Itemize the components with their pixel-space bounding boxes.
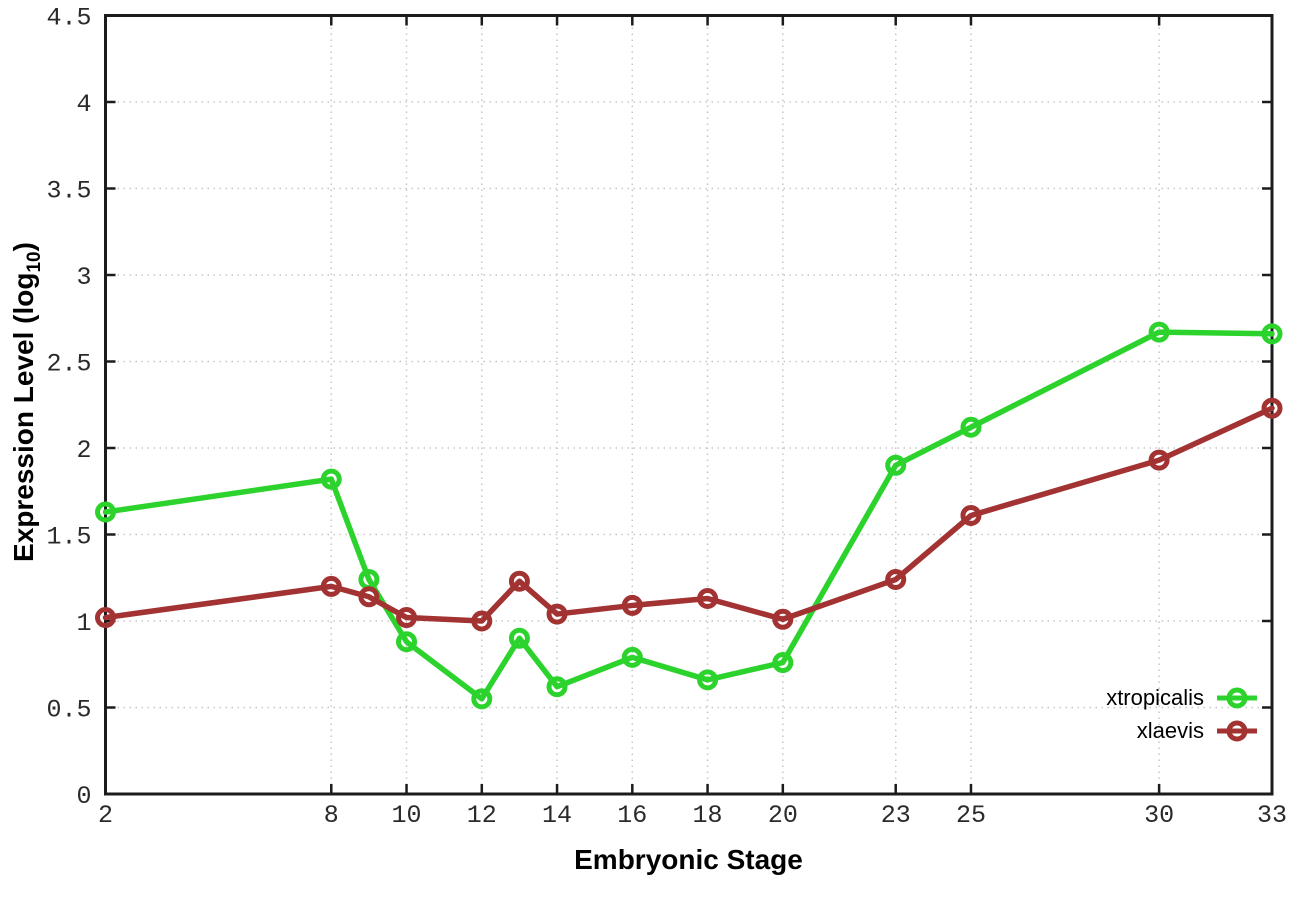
x-tick-label: 8 — [324, 801, 339, 830]
y-tick-label: 1 — [76, 609, 91, 638]
y-axis-title-subscript: 10 — [23, 251, 45, 273]
data-point-marker — [95, 501, 116, 523]
x-tick-label: 20 — [768, 801, 798, 830]
y-tick-label: 0 — [76, 782, 91, 811]
series-line — [102, 405, 1275, 624]
data-point-marker — [885, 568, 907, 590]
data-point-marker — [960, 416, 982, 438]
data-point-marker — [471, 610, 493, 632]
y-axis-title: Expression Level (log10) — [8, 242, 46, 562]
y-tick-label: 3.5 — [46, 176, 91, 205]
y-tick-label: 4 — [76, 90, 91, 119]
data-point-marker — [396, 631, 418, 653]
data-point-marker — [1148, 449, 1170, 471]
data-point-marker — [621, 594, 643, 616]
y-tick-label: 2.5 — [46, 349, 91, 378]
legend-item-xtropicalis: xtropicalis — [1106, 684, 1258, 712]
data-point-marker — [508, 570, 530, 592]
data-point-marker — [885, 454, 907, 476]
x-tick-label: 25 — [956, 801, 986, 830]
y-axis-title-text: Expression Level (log — [8, 272, 40, 562]
grid-lines — [104, 14, 1273, 795]
legend-label-xlaevis: xlaevis — [1136, 718, 1204, 743]
y-tick-label: 0.5 — [46, 695, 91, 724]
data-point-marker — [508, 627, 530, 649]
data-point-marker — [358, 586, 380, 608]
data-point-marker — [546, 603, 568, 625]
legend: xtropicalis xlaevis — [1106, 684, 1258, 745]
data-point-marker — [1261, 397, 1283, 419]
x-tick-label: 14 — [542, 801, 572, 830]
data-point-marker — [396, 607, 418, 629]
y-tick-label: 3 — [76, 263, 91, 292]
y-tick-labels: 0 0.5 1 1.5 2 2.5 3 3.5 4 4.5 — [46, 3, 91, 811]
axis-ticks — [104, 14, 1274, 796]
data-point-marker — [471, 688, 493, 710]
y-axis-title-suffix: ) — [8, 242, 40, 252]
x-tick-label: 2 — [98, 801, 113, 830]
data-point-marker — [772, 652, 794, 674]
data-point-marker — [697, 588, 719, 610]
legend-sample-line-icon — [1217, 687, 1257, 709]
plot-border — [104, 14, 1274, 796]
y-tick-label: 1.5 — [46, 522, 91, 551]
data-point-marker — [320, 575, 342, 597]
data-point-marker — [1261, 323, 1283, 345]
data-point-marker — [621, 646, 643, 668]
x-tick-label: 18 — [693, 801, 723, 830]
y-tick-label: 4.5 — [46, 3, 91, 32]
data-point-marker — [546, 676, 568, 698]
x-tick-label: 23 — [881, 801, 911, 830]
y-tick-label: 2 — [76, 436, 91, 465]
legend-item-xlaevis: xlaevis — [1137, 717, 1258, 745]
series-xlaevis — [95, 397, 1283, 632]
data-point-marker — [772, 608, 794, 630]
data-point-marker — [697, 669, 719, 691]
legend-label-xtropicalis: xtropicalis — [1106, 685, 1204, 710]
x-tick-label: 30 — [1144, 801, 1174, 830]
x-tick-label: 16 — [617, 801, 647, 830]
x-tick-label: 33 — [1257, 801, 1287, 830]
data-point-marker — [95, 607, 116, 629]
series-xtropicalis — [95, 321, 1283, 710]
legend-sample-line-icon — [1217, 720, 1257, 742]
x-tick-labels: 2 8 10 12 14 16 18 20 23 25 30 33 — [98, 801, 1287, 830]
x-axis-title: Embryonic Stage — [574, 844, 803, 875]
data-point-marker — [320, 468, 342, 490]
data-point-marker — [1148, 321, 1170, 343]
x-tick-label: 12 — [467, 801, 497, 830]
x-tick-label: 10 — [392, 801, 422, 830]
data-point-marker — [960, 504, 982, 526]
series-line — [102, 329, 1275, 702]
